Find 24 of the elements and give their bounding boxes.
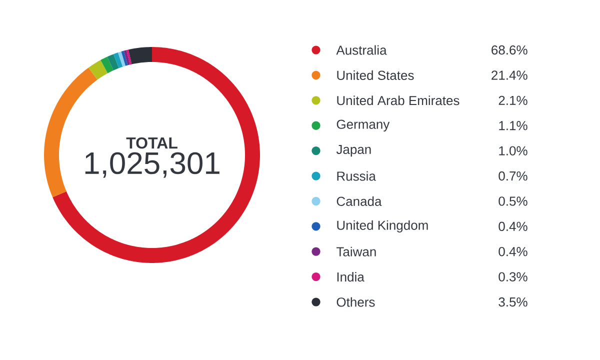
data-label: 68.6% (492, 45, 528, 55)
legend-label: Germany (336, 120, 390, 132)
legend-label: Taiwan (336, 246, 376, 256)
legend-label: United Arab Emirates (337, 96, 460, 106)
legend-label: Australia (336, 45, 387, 55)
legend-label: Others (336, 297, 375, 307)
legend-label: United States (337, 70, 414, 80)
data-label: 2.1% (498, 96, 528, 105)
data-label: 1.1% (499, 121, 528, 130)
data-label: 0.4% (498, 222, 528, 231)
legend-label: India (337, 272, 364, 282)
legend-label: Canada (336, 196, 382, 206)
legend-label: United Kingdom (337, 220, 428, 232)
text: TOTAL (126, 137, 178, 149)
legend-label: Japan (336, 144, 371, 157)
data-label: 1.0% (499, 146, 528, 156)
legend-label: Russia (337, 171, 376, 181)
data-label: 0.5% (498, 196, 528, 206)
data-label: 3.5% (498, 297, 528, 307)
data-label: 0.3% (498, 272, 528, 282)
text: 1,025,301 (85, 152, 220, 178)
data-label: 0.7% (498, 171, 528, 181)
data-label: 0.4% (498, 246, 528, 256)
data-label: 21.4% (492, 70, 528, 80)
